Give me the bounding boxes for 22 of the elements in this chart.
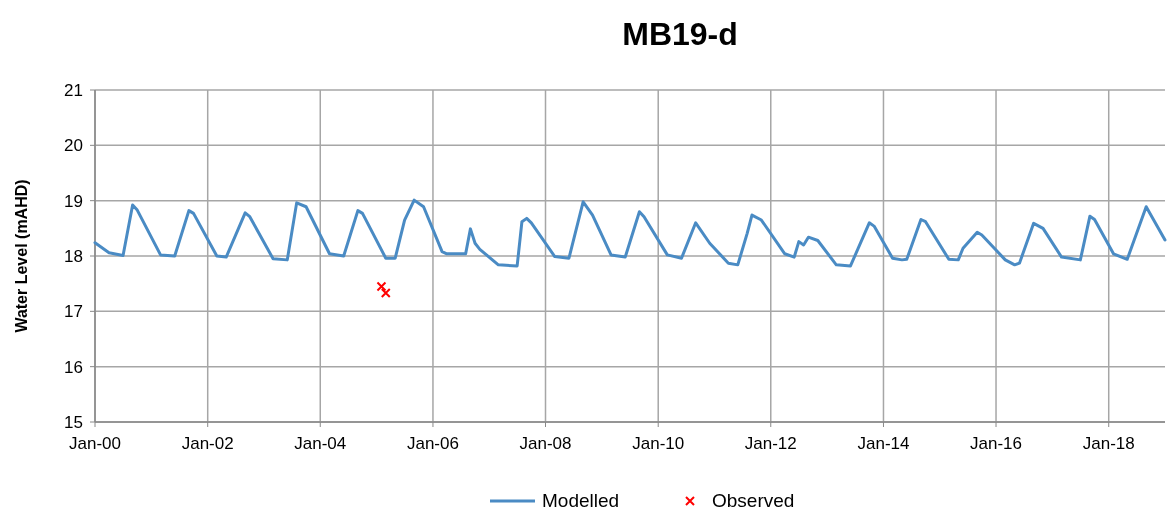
x-tick-label: Jan-02 [181, 434, 234, 453]
x-tick-label: Jan-04 [294, 434, 347, 453]
y-tick-label: 16 [64, 357, 83, 377]
y-tick-label: 20 [64, 136, 83, 156]
x-tick-label: Jan-08 [519, 434, 572, 453]
y-tick-label: 21 [64, 81, 83, 100]
y-tick-label: 18 [64, 247, 83, 266]
chart-title: MB19-d [622, 16, 738, 52]
y-tick-label: 17 [64, 302, 83, 322]
x-tick-label: Jan-10 [632, 434, 685, 453]
y-tick-label: 15 [64, 413, 83, 432]
legend-label: Modelled [542, 490, 620, 511]
y-axis-title: Water Level (mAHD) [13, 179, 30, 333]
line-series [93, 198, 1167, 268]
x-tick-label: Jan-00 [69, 434, 121, 453]
legend-label: Observed [712, 490, 795, 511]
x-tick-label: Jan-06 [406, 434, 459, 453]
x-tick-label: Jan-14 [857, 434, 910, 453]
x-tick-label: Jan-18 [1082, 434, 1135, 453]
x-tick-label: Jan-12 [744, 434, 797, 453]
x-tick-label: Jan-16 [970, 434, 1023, 453]
y-tick-label: 19 [64, 191, 83, 211]
